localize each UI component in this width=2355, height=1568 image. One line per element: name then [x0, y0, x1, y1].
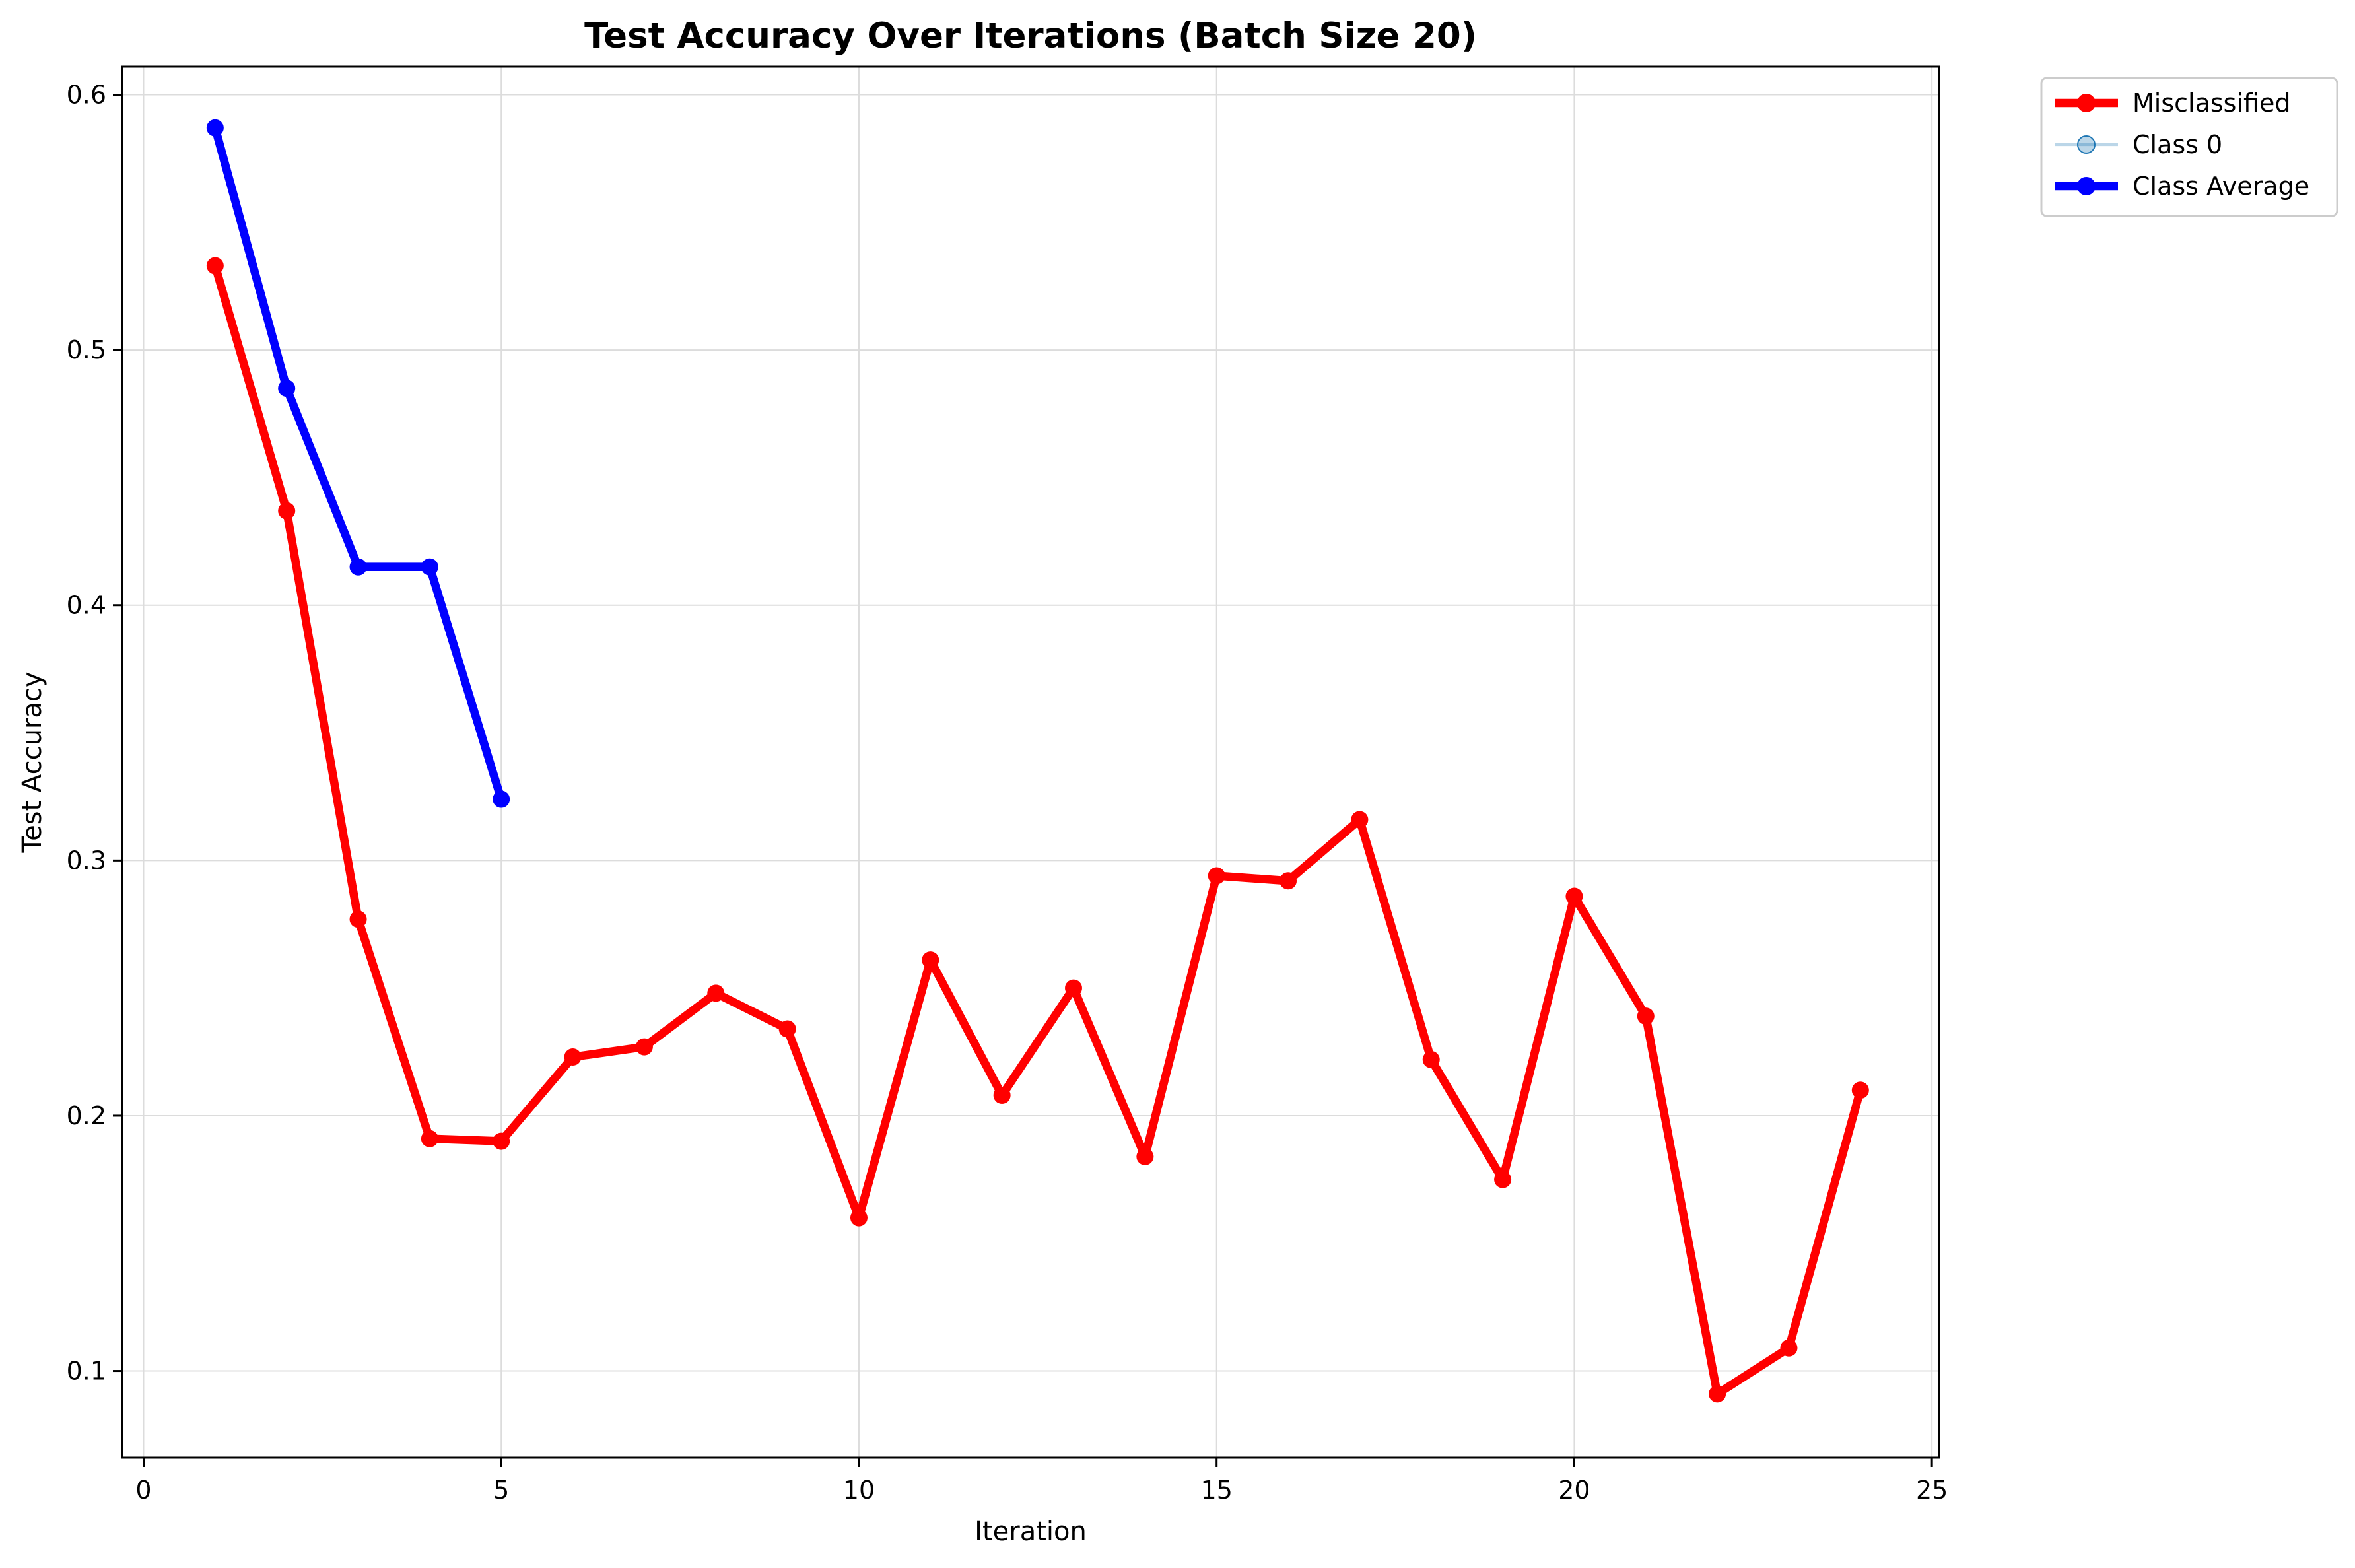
class-average-point	[493, 790, 510, 808]
y-tick-label: 0.3	[67, 846, 106, 875]
ticks: 0 5 10 15 20 25 0.1 0.2 0.3 0.4 0.5 0.6	[67, 81, 1948, 1505]
misclassified-point	[1709, 1385, 1726, 1403]
y-tick-label: 0.5	[67, 335, 106, 364]
class-average-point	[349, 558, 367, 576]
misclassified-point	[922, 951, 939, 969]
x-tick-label: 5	[493, 1476, 509, 1505]
misclassified-point	[1065, 979, 1083, 997]
legend-class-average-label: Class Average	[2133, 172, 2309, 201]
class-average-point	[278, 380, 296, 397]
misclassified-point	[421, 1130, 438, 1147]
misclassified-point	[635, 1038, 653, 1056]
chart-title: Test Accuracy Over Iterations (Batch Siz…	[584, 16, 1477, 56]
legend-class-0-label: Class 0	[2133, 130, 2222, 159]
misclassified-point	[1851, 1081, 1869, 1099]
plot-frame	[121, 65, 1940, 1459]
misclassified-point	[993, 1087, 1011, 1105]
y-tick-label: 0.1	[67, 1357, 106, 1386]
legend: Misclassified Class 0 Class Average	[2040, 77, 2338, 217]
misclassified-point	[1637, 1007, 1655, 1025]
misclassified-point	[1494, 1171, 1512, 1188]
y-tick-label: 0.6	[67, 81, 106, 110]
y-tick-label: 0.2	[67, 1101, 106, 1130]
grid	[122, 67, 1939, 1458]
misclassified-point	[206, 257, 224, 275]
legend-class-0-marker	[2077, 135, 2096, 154]
misclassified-line	[211, 261, 1865, 1398]
y-tick-label: 0.4	[67, 591, 106, 620]
misclassified-point	[1280, 872, 1297, 890]
misclassified-point	[1565, 887, 1583, 905]
legend-misclassified-marker	[2077, 94, 2096, 112]
class-average-point	[206, 119, 224, 137]
misclassified-point	[1422, 1050, 1440, 1068]
misclassified-point	[850, 1209, 868, 1227]
series-layer	[206, 119, 1869, 1403]
misclassified-point	[1780, 1339, 1798, 1357]
x-tick-label: 20	[1558, 1476, 1590, 1505]
misclassified-point	[278, 502, 296, 520]
misclassified-point	[707, 984, 725, 1002]
misclassified-point	[1208, 867, 1225, 885]
misclassified-point	[493, 1132, 510, 1150]
x-axis-label: Iteration	[974, 1517, 1087, 1547]
y-axis-label: Test Accuracy	[17, 671, 48, 853]
x-tick-label: 0	[135, 1476, 151, 1505]
x-tick-label: 25	[1916, 1476, 1948, 1505]
misclassified-point	[778, 1020, 796, 1038]
misclassified-point	[564, 1048, 582, 1066]
misclassified-point	[1351, 811, 1369, 829]
misclassified-point	[349, 910, 367, 928]
class-average-point	[421, 558, 438, 576]
legend-class-average-marker	[2077, 177, 2096, 195]
x-tick-label: 10	[843, 1476, 875, 1505]
legend-box	[2040, 77, 2338, 217]
x-tick-label: 15	[1201, 1476, 1233, 1505]
misclassified-point	[1136, 1147, 1154, 1165]
legend-misclassified-label: Misclassified	[2133, 88, 2290, 118]
